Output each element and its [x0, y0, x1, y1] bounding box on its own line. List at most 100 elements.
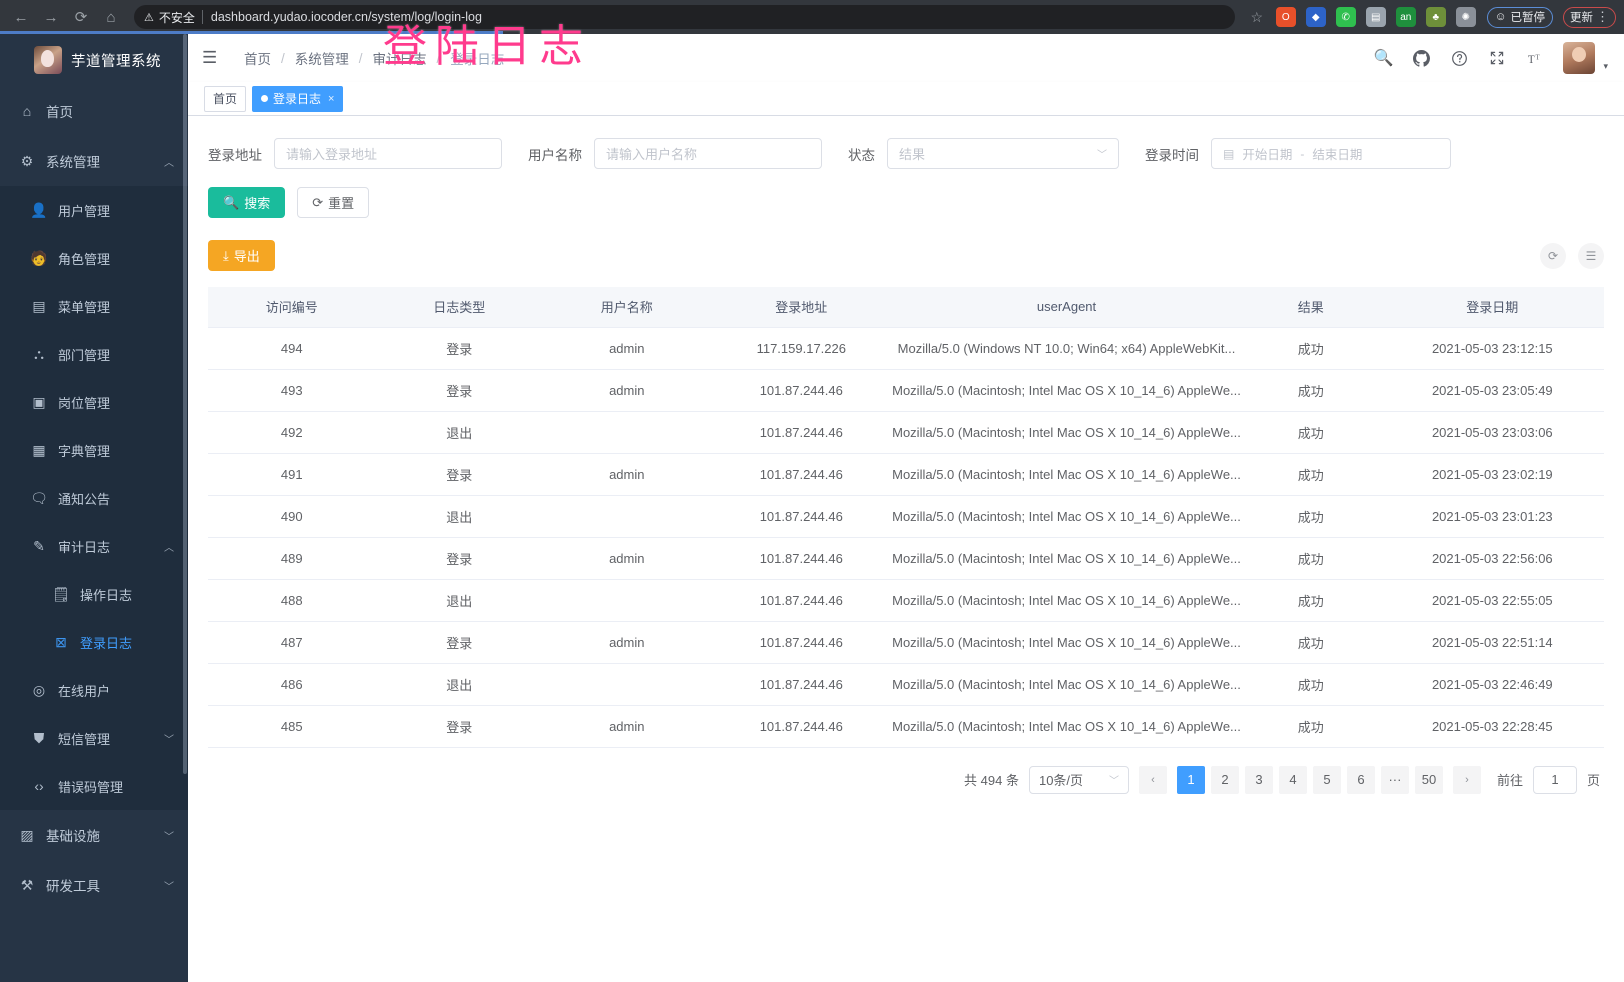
extension-icon-notes[interactable]: ▤ — [1365, 7, 1386, 27]
header-login-date[interactable]: 登录日期 — [1380, 287, 1604, 328]
paused-badge[interactable]: ☺ 已暂停 — [1486, 6, 1553, 28]
sidebar-item-8[interactable]: 🗨 通知公告 — [0, 474, 188, 522]
sidebar-item-6[interactable]: ▣ 岗位管理 — [0, 378, 188, 426]
fullscreen-icon[interactable] — [1487, 48, 1507, 68]
refresh-tool-icon[interactable]: ⟳ — [1540, 242, 1566, 269]
page-number-list: 1 2 3 4 5 6 ··· 50 — [1176, 765, 1443, 794]
close-icon[interactable]: × — [328, 92, 335, 105]
home-icon[interactable]: ⌂ — [106, 8, 116, 26]
next-page-button[interactable]: › — [1452, 765, 1481, 794]
header-log-type[interactable]: 日志类型 — [375, 287, 544, 328]
header-login-address[interactable]: 登录地址 — [710, 287, 893, 328]
page-button-5[interactable]: 5 — [1312, 765, 1341, 794]
header-access-id[interactable]: 访问编号 — [208, 287, 376, 328]
sidebar-item-4[interactable]: ▤ 菜单管理 — [0, 282, 188, 330]
sidebar-logo[interactable]: 芋道管理系统 — [0, 34, 188, 86]
breadcrumb-item-3[interactable]: 登录日志 — [450, 52, 505, 67]
login-address-input[interactable]: 请输入登录地址 — [274, 138, 502, 169]
page-button-3[interactable]: 3 — [1244, 765, 1273, 794]
sidebar-item-15[interactable]: ▨ 基础设施 ﹀ — [0, 810, 188, 860]
page-button-4[interactable]: 4 — [1278, 765, 1307, 794]
page-button-···[interactable]: ··· — [1380, 765, 1409, 794]
hamburger-icon[interactable]: ☰ — [202, 48, 218, 67]
reload-icon[interactable]: ⟳ — [74, 9, 88, 26]
forward-icon[interactable]: → — [43, 8, 59, 26]
columns-tool-icon[interactable]: ☰ — [1578, 242, 1604, 269]
table-row[interactable]: 485 登录 admin 101.87.244.46 Mozilla/5.0 (Maci… — [208, 705, 1604, 748]
status-select[interactable]: 结果 ﹀ — [887, 138, 1119, 169]
cell-user-agent: Mozilla/5.0 (Macintosh; Intel Mac OS X 1… — [892, 495, 1242, 538]
table-row[interactable]: 490 退出 101.87.244.46 Mozilla/5.0 (Macintosh… — [208, 495, 1604, 538]
reset-button[interactable]: ⟳ 重置 — [297, 187, 370, 218]
tab-1[interactable]: 登录日志 × — [252, 85, 344, 112]
kebab-menu-icon[interactable]: ⋮ — [1596, 9, 1609, 24]
table-row[interactable]: 486 退出 101.87.244.46 Mozilla/5.0 (Macintosh… — [208, 663, 1604, 706]
help-icon[interactable] — [1449, 48, 1469, 68]
sidebar-item-10[interactable]: 🗒 操作日志 — [0, 570, 188, 618]
page-button-6[interactable]: 6 — [1346, 765, 1375, 794]
page-button-1[interactable]: 1 — [1176, 765, 1205, 794]
end-date-input[interactable]: 结束日期 — [1312, 148, 1363, 162]
bookmark-star-icon[interactable]: ☆ — [1250, 8, 1264, 25]
browser-toolbar: ← → ⟳ ⌂ ⚠ 不安全 dashboard.yudao.iocoder.cn… — [0, 0, 1624, 34]
calendar-icon: ▤ — [1223, 146, 1235, 161]
sidebar-scrollbar-thumb[interactable] — [183, 34, 187, 774]
extension-icon-leaf[interactable]: ♣ — [1425, 7, 1446, 27]
table-row[interactable]: 489 登录 admin 101.87.244.46 Mozilla/5.0 (Maci… — [208, 537, 1604, 580]
extension-icon-puzzle[interactable]: ✺ — [1455, 7, 1476, 27]
breadcrumb-item-1[interactable]: 系统管理 — [294, 52, 349, 67]
address-bar[interactable]: ⚠ 不安全 dashboard.yudao.iocoder.cn/system/… — [134, 5, 1235, 29]
avatar[interactable] — [1563, 42, 1596, 74]
back-icon[interactable]: ← — [13, 8, 29, 26]
sidebar-item-5[interactable]: ⛬ 部门管理 — [0, 330, 188, 378]
export-button[interactable]: ⤓ 导出 — [208, 240, 275, 271]
sidebar-item-label: 基础设施 — [46, 829, 100, 844]
page-button-2[interactable]: 2 — [1210, 765, 1239, 794]
username-input[interactable]: 请输入用户名称 — [594, 138, 822, 169]
header-username[interactable]: 用户名称 — [543, 287, 711, 328]
header-result[interactable]: 结果 — [1241, 287, 1381, 328]
extension-icon-diamond[interactable]: ◆ — [1305, 7, 1326, 27]
chevron-down-icon[interactable]: ▾ — [1603, 61, 1608, 71]
sidebar-item-1[interactable]: ⚙ 系统管理 ︿ — [0, 136, 188, 186]
sidebar-item-9[interactable]: ✎ 审计日志 ︿ — [0, 522, 188, 570]
header-user-agent[interactable]: userAgent — [892, 287, 1242, 328]
page-size-select[interactable]: 10条/页 ﹀ — [1028, 765, 1129, 794]
cell-username: admin — [543, 369, 711, 412]
prev-page-button[interactable]: ‹ — [1138, 765, 1167, 794]
login-time-range-picker[interactable]: ▤ 开始日期 - 结束日期 — [1211, 138, 1451, 169]
extension-icon-opera[interactable]: O — [1275, 7, 1296, 27]
sidebar-item-0[interactable]: ⌂ 首页 — [0, 86, 188, 136]
sidebar-item-16[interactable]: ⚒ 研发工具 ﹀ — [0, 860, 188, 910]
extension-icon-grammar[interactable]: an — [1395, 7, 1416, 27]
table-row[interactable]: 491 登录 admin 101.87.244.46 Mozilla/5.0 (Maci… — [208, 453, 1604, 496]
table-row[interactable]: 492 退出 101.87.244.46 Mozilla/5.0 (Macintosh… — [208, 411, 1604, 454]
sidebar-item-14[interactable]: ‹› 错误码管理 — [0, 762, 188, 810]
table-row[interactable]: 494 登录 admin 117.159.17.226 Mozilla/5.0 (Win… — [208, 327, 1604, 370]
sidebar-item-13[interactable]: ⛊ 短信管理 ﹀ — [0, 714, 188, 762]
search-button[interactable]: 🔍 搜索 — [208, 187, 286, 218]
extension-icon-wechat[interactable]: ✆ — [1335, 7, 1356, 27]
tab-0[interactable]: 首页 — [204, 85, 247, 112]
sidebar-item-11[interactable]: ⊠ 登录日志 — [0, 618, 188, 666]
search-icon[interactable]: 🔍 — [1373, 50, 1394, 67]
github-icon[interactable] — [1411, 48, 1431, 68]
sidebar-item-3[interactable]: 🧑 角色管理 — [0, 234, 188, 282]
table-row[interactable]: 487 登录 admin 101.87.244.46 Mozilla/5.0 (Maci… — [208, 621, 1604, 664]
sidebar-scrollbar[interactable] — [182, 34, 188, 982]
table-header-row: 访问编号 日志类型 用户名称 登录地址 userAgent 结果 登录日期 — [208, 287, 1604, 328]
sidebar-menu: ⌂ 首页 ⚙ 系统管理 ︿ 👤 用户管理 🧑 角色管理 ▤ 菜单管理 ⛬ 部门管理 ▣ 岗位管理 ▦ 字典管理 🗨… — [0, 86, 188, 910]
breadcrumb-item-2[interactable]: 审计日志 — [372, 52, 427, 67]
table-row[interactable]: 488 退出 101.87.244.46 Mozilla/5.0 (Macintosh… — [208, 579, 1604, 622]
breadcrumb-item-0[interactable]: 首页 — [244, 52, 271, 67]
sidebar-item-2[interactable]: 👤 用户管理 — [0, 186, 188, 234]
page-button-50[interactable]: 50 — [1414, 765, 1443, 794]
table-row[interactable]: 493 登录 admin 101.87.244.46 Mozilla/5.0 (Maci… — [208, 369, 1604, 412]
update-button[interactable]: 更新 ⋮ — [1563, 6, 1616, 28]
jump-page-input[interactable]: 1 — [1532, 765, 1577, 794]
sidebar-item-12[interactable]: ◎ 在线用户 — [0, 666, 188, 714]
start-date-input[interactable]: 开始日期 — [1242, 148, 1293, 162]
sidebar-item-7[interactable]: ▦ 字典管理 — [0, 426, 188, 474]
